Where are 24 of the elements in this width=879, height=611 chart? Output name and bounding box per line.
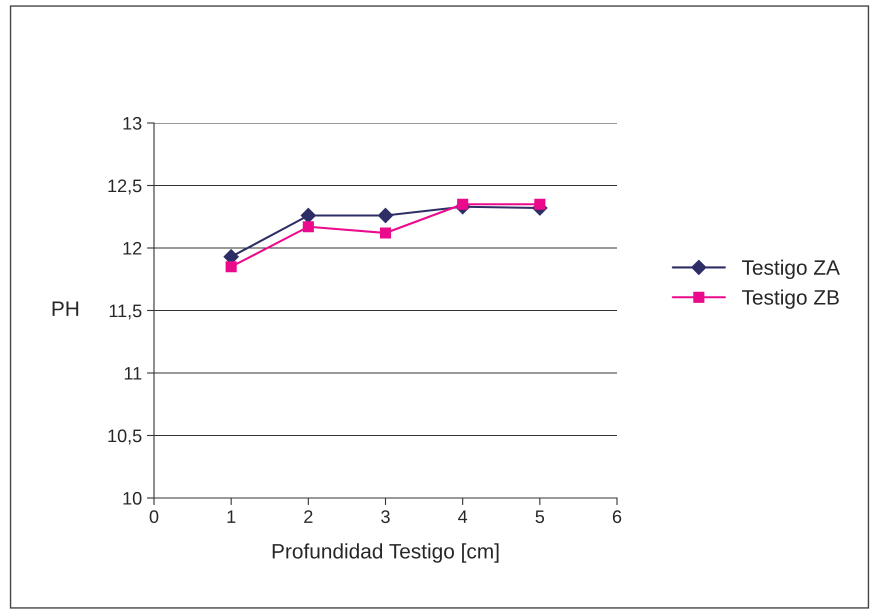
point: [378, 208, 394, 224]
point: [226, 261, 237, 272]
x-tick-label: 3: [381, 510, 390, 524]
y-axis-title: PH: [52, 302, 78, 316]
point: [302, 221, 314, 232]
y-tick-label: 10: [123, 492, 142, 505]
x-axis-title: Profundidad Testigo [cm]: [272, 543, 498, 563]
point: [300, 208, 316, 224]
x-tick-label: 4: [458, 510, 468, 523]
y-tick-label: 13: [123, 116, 142, 130]
x-tick-label: 2: [304, 510, 312, 523]
y-tick-label: 10,5: [108, 429, 142, 444]
point: [380, 227, 392, 239]
point: [534, 198, 546, 210]
x-tick-label: 0: [150, 510, 158, 524]
y-tick-label: 12,5: [108, 179, 142, 194]
x-tick-label: 6: [612, 510, 622, 524]
y-tick-label: 12: [123, 242, 142, 255]
x-tick-label: 1: [228, 510, 236, 523]
legend-label: Testigo ZA: [742, 260, 840, 280]
x-tick-label: 5: [536, 510, 544, 524]
legend-label: Testigo ZB: [742, 289, 839, 309]
y-tick-label: 11,5: [110, 304, 142, 320]
y-tick-label: 11: [124, 367, 142, 380]
